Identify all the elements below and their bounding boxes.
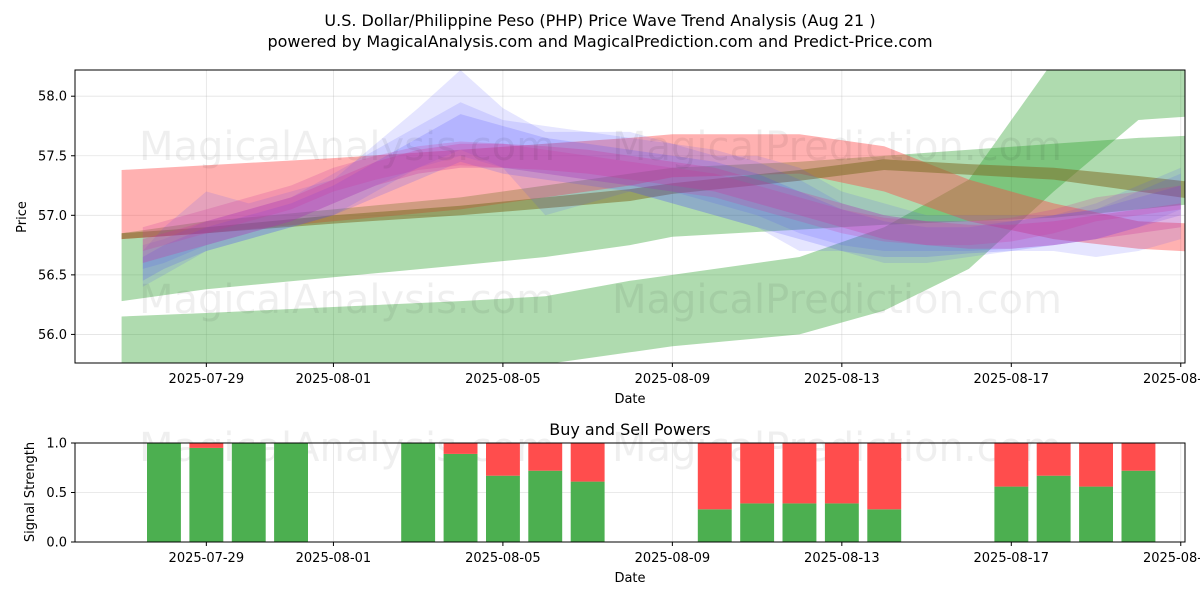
price-band-2 xyxy=(121,135,1185,302)
price-ticks: 2025-07-29 2025-08-01 2025-08-05 2025-08-09… xyxy=(38,90,1200,387)
price-band-4 xyxy=(121,159,1185,240)
signal-chart-title: Buy and Sell Powers xyxy=(549,420,711,439)
price-y-tick-label: 57.5 xyxy=(38,149,67,164)
signal-y-tick-label: 0.0 xyxy=(46,536,67,551)
buy-bar xyxy=(274,443,308,542)
price-axes-frame xyxy=(74,69,1186,364)
sell-bar xyxy=(189,443,224,448)
buy-bar xyxy=(994,486,1029,542)
signal-bars xyxy=(147,443,1156,542)
signal-x-tick-label: 2025-08-05 xyxy=(465,551,541,566)
signal-x-tick-label: 2025-08-13 xyxy=(804,551,880,566)
buy-bar xyxy=(443,453,478,542)
buy-bar xyxy=(189,447,224,542)
price-chart-panel: MagicalAnalysis.com MagicalPrediction.co… xyxy=(15,69,1200,407)
price-band-7 xyxy=(142,114,1181,281)
buy-bar xyxy=(570,481,605,542)
price-y-tick-label: 58.0 xyxy=(38,90,67,105)
buy-bar xyxy=(824,503,859,542)
chart-subtitle: powered by MagicalAnalysis.com and Magic… xyxy=(267,32,932,51)
price-grid xyxy=(75,70,1185,363)
buy-bar xyxy=(1036,475,1071,542)
sell-bar xyxy=(1036,443,1071,476)
chart-title: U.S. Dollar/Philippine Peso (PHP) Price … xyxy=(324,11,875,30)
watermark-prediction-mid: MagicalPrediction.com xyxy=(612,277,1062,323)
price-bands xyxy=(121,70,1185,363)
sell-bar xyxy=(994,443,1029,487)
buy-bar xyxy=(528,470,563,542)
sell-bar xyxy=(528,443,563,471)
watermark-analysis-mid: MagicalAnalysis.com xyxy=(139,277,555,323)
signal-x-tick-label: 2025-08-17 xyxy=(974,551,1050,566)
price-x-tick-label: 2025-08-05 xyxy=(465,372,541,387)
signal-x-tick-label: 2025-08-01 xyxy=(296,551,372,566)
signal-y-axis-label: Signal Strength xyxy=(23,442,38,542)
price-x-tick-label: 2025-08-01 xyxy=(296,372,372,387)
price-band-9 xyxy=(142,141,1181,251)
sell-bar xyxy=(486,443,520,476)
price-band-6 xyxy=(142,102,1181,269)
signal-x-tick-label: 2025-08-21 xyxy=(1143,551,1200,566)
buy-bar xyxy=(1079,486,1113,542)
price-x-tick-label: 2025-08-17 xyxy=(974,372,1050,387)
buy-bar xyxy=(867,509,902,542)
sell-bar xyxy=(1121,443,1156,471)
price-x-tick-label: 2025-07-29 xyxy=(169,372,245,387)
buy-bar xyxy=(740,503,775,542)
price-band-8 xyxy=(142,143,1181,263)
price-band-1 xyxy=(121,70,1185,363)
price-x-tick-label: 2025-08-13 xyxy=(804,372,880,387)
price-band-5 xyxy=(142,70,1181,287)
sell-bar xyxy=(570,443,605,482)
price-y-tick-label: 57.0 xyxy=(38,209,67,224)
price-y-tick-label: 56.0 xyxy=(38,328,67,343)
sell-bar xyxy=(740,443,775,504)
signal-ticks: 2025-07-29 2025-08-01 2025-08-05 2025-08-09… xyxy=(46,437,1200,567)
watermark-prediction-top: MagicalPrediction.com xyxy=(612,124,1062,170)
sell-bar xyxy=(697,443,732,510)
buy-bar xyxy=(231,443,266,542)
signal-chart-panel: Buy and Sell Powers MagicalAnalysis.com … xyxy=(23,420,1200,586)
price-x-tick-label: 2025-08-21 xyxy=(1143,372,1200,387)
watermark-analysis-top: MagicalAnalysis.com xyxy=(139,124,555,170)
sell-bar xyxy=(824,443,859,504)
buy-bar xyxy=(486,475,520,542)
price-y-axis-label: Price xyxy=(15,201,30,233)
buy-bar xyxy=(1121,470,1156,542)
sell-bar xyxy=(443,443,478,454)
buy-bar xyxy=(147,443,181,542)
sell-bar xyxy=(782,443,817,504)
buy-bar xyxy=(401,443,436,542)
buy-bar xyxy=(782,503,817,542)
signal-x-tick-label: 2025-07-29 xyxy=(169,551,245,566)
price-x-tick-label: 2025-08-09 xyxy=(635,372,711,387)
signal-y-tick-label: 0.5 xyxy=(46,486,67,501)
price-x-axis-label: Date xyxy=(614,392,645,407)
buy-bar xyxy=(697,509,732,542)
signal-y-tick-label: 1.0 xyxy=(46,437,67,452)
signal-x-axis-label: Date xyxy=(614,571,645,586)
sell-bar xyxy=(1079,443,1113,487)
price-y-tick-label: 56.5 xyxy=(38,268,67,283)
signal-x-tick-label: 2025-08-09 xyxy=(635,551,711,566)
sell-bar xyxy=(867,443,902,510)
